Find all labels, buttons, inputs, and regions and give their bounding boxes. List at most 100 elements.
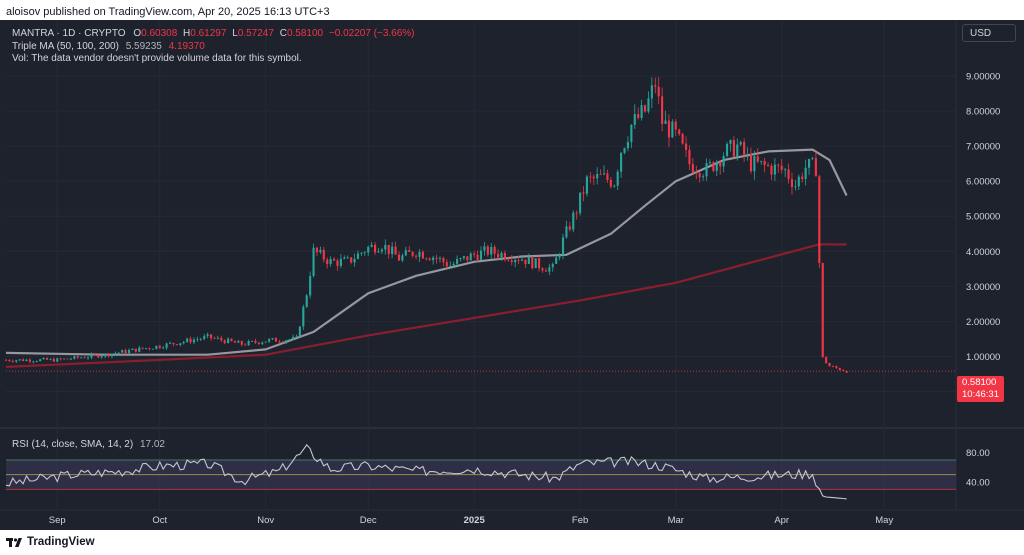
candle-body <box>343 257 346 259</box>
candle-body <box>363 252 366 254</box>
candle-body <box>565 226 568 238</box>
y-tick-label: 5.00000 <box>966 212 1000 223</box>
candle-body <box>295 336 298 338</box>
candle-body <box>404 250 407 256</box>
candle-body <box>59 358 62 360</box>
candle-body <box>250 340 254 342</box>
candle-body <box>377 251 380 253</box>
close-value: 0.58100 <box>286 28 324 39</box>
ma-legend[interactable]: Triple MA (50, 100, 200) 5.59235 4.19370 <box>12 41 205 52</box>
candle-body <box>729 140 732 144</box>
candle-body <box>725 143 729 156</box>
candle-body <box>766 164 770 166</box>
volume-legend: Vol: The data vendor doesn't provide vol… <box>12 53 302 64</box>
rsi-line[interactable] <box>5 444 847 500</box>
candle-body <box>838 368 841 371</box>
candle-body <box>69 358 72 360</box>
candle-body <box>11 360 14 362</box>
ma-line-fast[interactable] <box>5 148 848 356</box>
candle-body <box>589 176 592 178</box>
candle-body <box>531 256 534 269</box>
candle-body <box>510 260 513 263</box>
candle-body <box>664 120 667 124</box>
candle-body <box>298 326 301 337</box>
candle-body <box>606 173 609 180</box>
candle-body <box>114 353 117 355</box>
candle-body <box>168 342 172 344</box>
candle-body <box>780 165 783 170</box>
candle-body <box>432 257 435 261</box>
candle-body <box>158 345 161 348</box>
candle-body <box>544 270 547 272</box>
candle-body <box>688 149 691 165</box>
low-value: 0.57247 <box>237 28 274 39</box>
rsi-y-tick-label: 40.00 <box>966 478 990 489</box>
candle-body <box>421 251 424 259</box>
symbol-name[interactable]: MANTRA · 1D · CRYPTO <box>12 28 126 39</box>
candle-body <box>213 338 216 339</box>
candle-body <box>828 363 831 367</box>
candle-body <box>66 358 69 360</box>
candle-body <box>233 341 237 343</box>
tradingview-brand: TradingView <box>27 536 95 548</box>
candle-body <box>305 295 308 307</box>
candle-body <box>620 152 623 172</box>
candle-body <box>63 358 66 360</box>
candle-body <box>623 148 626 153</box>
candle-body <box>322 249 325 260</box>
candle-body <box>155 345 158 349</box>
candle-body <box>582 192 585 194</box>
candle-body <box>346 257 349 259</box>
candle-body <box>80 357 83 359</box>
candle-body <box>561 237 565 255</box>
chart-area[interactable]: 9.00000 8.00000 7.00000 6.00000 5.00000 4.000… <box>0 20 1024 530</box>
candle-body <box>86 357 90 359</box>
candle-body <box>374 244 377 253</box>
rsi-y-tick-label: 80.00 <box>966 448 990 459</box>
candle-body <box>435 257 438 259</box>
candle-body <box>4 359 8 361</box>
candle-body <box>384 244 387 250</box>
candle-body <box>609 179 612 187</box>
candle-body <box>141 347 144 349</box>
candle-body <box>408 250 411 252</box>
candle-body <box>592 176 595 179</box>
candle-body <box>428 258 431 261</box>
candle-body <box>558 254 561 258</box>
candle-body <box>216 337 219 339</box>
currency-button[interactable]: USD <box>962 24 1016 42</box>
candle-body <box>117 352 120 354</box>
rsi-legend[interactable]: RSI (14, close, SMA, 14, 2) 17.02 <box>12 439 165 450</box>
candle-body <box>459 258 462 260</box>
candle-body <box>473 253 476 255</box>
candle-body <box>196 339 199 341</box>
tradingview-logo[interactable]: TradingView <box>6 535 95 549</box>
candle-body <box>811 158 814 160</box>
candle-body <box>203 336 206 339</box>
candle-body <box>274 338 278 342</box>
candle-body <box>807 159 811 168</box>
candle-body <box>15 360 18 362</box>
ma-line-slow[interactable] <box>5 243 847 368</box>
candle-body <box>45 358 49 360</box>
candle-body <box>438 258 442 259</box>
candle-body <box>462 256 465 259</box>
candle-body <box>575 212 578 214</box>
bar-countdown: 10:46:31 <box>962 389 999 400</box>
candle-body <box>107 353 110 357</box>
candle-body <box>517 259 520 261</box>
candle-body <box>49 358 52 360</box>
close-label: C <box>279 28 287 39</box>
candle-body <box>18 359 21 361</box>
candle-body <box>746 154 749 155</box>
candle-body <box>524 259 527 264</box>
candle-body <box>681 133 684 144</box>
candle-body <box>674 121 677 130</box>
candle-body <box>257 342 260 344</box>
candle-body <box>271 338 274 340</box>
candle-body <box>483 246 486 251</box>
candle-body <box>237 341 240 343</box>
candle-body <box>763 160 766 165</box>
candle-body <box>702 176 705 178</box>
y-tick-label: 1.00000 <box>966 352 1000 363</box>
